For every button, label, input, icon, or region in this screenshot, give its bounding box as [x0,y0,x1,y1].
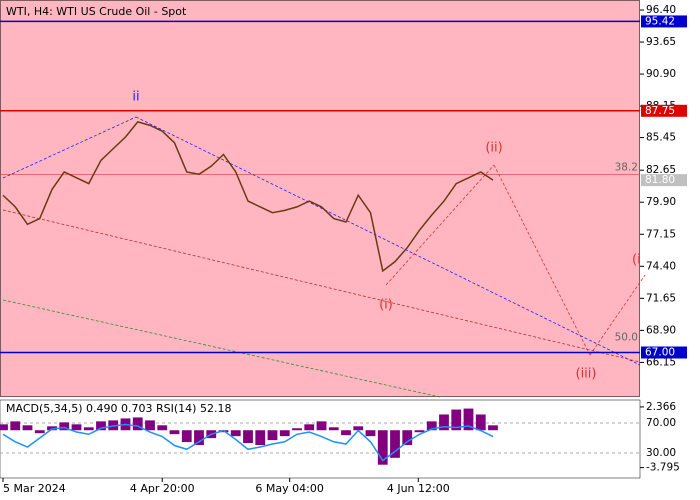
level-tag [641,346,687,359]
x-tick-label: 5 Mar 2024 [3,482,66,495]
macd-bar [96,421,106,431]
trend-line [2,209,641,363]
y-tick-label: 82.65 [646,164,676,176]
indicator-panel [0,399,641,479]
macd-bar [402,430,413,446]
macd-bar [439,414,449,431]
y-tick-label: -3.795 [646,462,680,474]
y-tick-label: 66.15 [646,356,676,368]
level-label: 87.75 [645,105,675,117]
y-tick-label: 79.90 [646,196,676,208]
wave-label: (ii) [485,141,502,156]
wave-label: (iii) [576,367,597,382]
macd-bar [328,427,339,431]
y-tick-label: 74.40 [646,260,676,272]
price-line [2,120,494,273]
macd-bar [292,428,302,431]
y-tick-label: 68.90 [646,324,676,336]
macd-bar [426,421,437,431]
wave-label: (i) [379,298,393,313]
macd-bar [316,421,327,431]
macd-bar [34,430,45,434]
fib-label: 50.0 [615,331,638,343]
chart-title: WTI, H4: WTI US Crude Oil - Spot [6,5,187,18]
y-tick-label: 71.65 [646,292,676,304]
x-tick-label: 4 Jun 12:00 [387,482,450,495]
wave-line [2,116,137,179]
macd-bar [451,409,462,431]
wave-label: (i [632,253,641,268]
y-tick-label: 85.45 [646,132,676,144]
wave-line [589,274,646,356]
last-price-label: 81.80 [645,174,675,186]
macd-bar [414,430,425,433]
x-tick-label: 4 Apr 20:00 [130,482,195,495]
macd-bar [390,430,400,458]
macd-bar [59,422,70,431]
y2-tick-label: 30.00 [646,447,676,459]
macd-bar [169,430,180,435]
macd-bar [145,420,155,431]
wave-label: ii [132,90,139,105]
macd-bar [304,424,315,431]
macd-bar [475,414,486,431]
x-tick-label: 6 May 04:00 [255,482,323,495]
macd-bar [22,425,33,431]
macd-bar [365,430,376,437]
macd-bar [157,425,168,431]
macd-bar [181,430,192,443]
macd-bar [83,427,94,431]
price-panel [0,0,640,397]
rsi-line [2,423,494,462]
wave-lines [2,116,646,398]
macd-bar [488,425,498,431]
macd-bar [377,430,388,465]
wave-line [493,164,591,356]
y-tick-label: 77.15 [646,228,676,240]
fib-label: 38.2 [615,161,638,173]
macd-bar [230,430,241,437]
macd-bar [267,430,278,441]
wave-line [385,164,495,286]
level-tag [641,15,687,28]
y-tick-label: 90.90 [646,68,676,80]
macd-bar [463,408,474,431]
macd-bar [243,430,253,444]
macd-bar [194,430,204,446]
y-tick-label: 2.366 [646,401,676,413]
macd-bar [279,430,290,437]
macd-bar [341,430,351,436]
indicator-title: MACD(5,34,5) 0.490 0.703 RSI(14) 52.18 [6,402,231,415]
y-tick-label: 96.40 [646,4,676,16]
wave-line [135,116,641,366]
macd-bar [255,430,266,446]
macd-bar [10,421,21,431]
macd-bar [71,424,82,431]
macd-bar [47,426,57,431]
panel-border [0,0,640,397]
y2-tick-label: 70.00 [646,417,676,429]
macd-bar [353,426,364,431]
level-label: 95.42 [645,15,675,27]
macd-bar [0,424,8,431]
level-label: 67.00 [645,347,675,359]
level-tag [641,104,687,117]
y-tick-label: 93.65 [646,36,676,48]
last-price-tag [641,174,687,187]
macd-bar [132,417,143,431]
